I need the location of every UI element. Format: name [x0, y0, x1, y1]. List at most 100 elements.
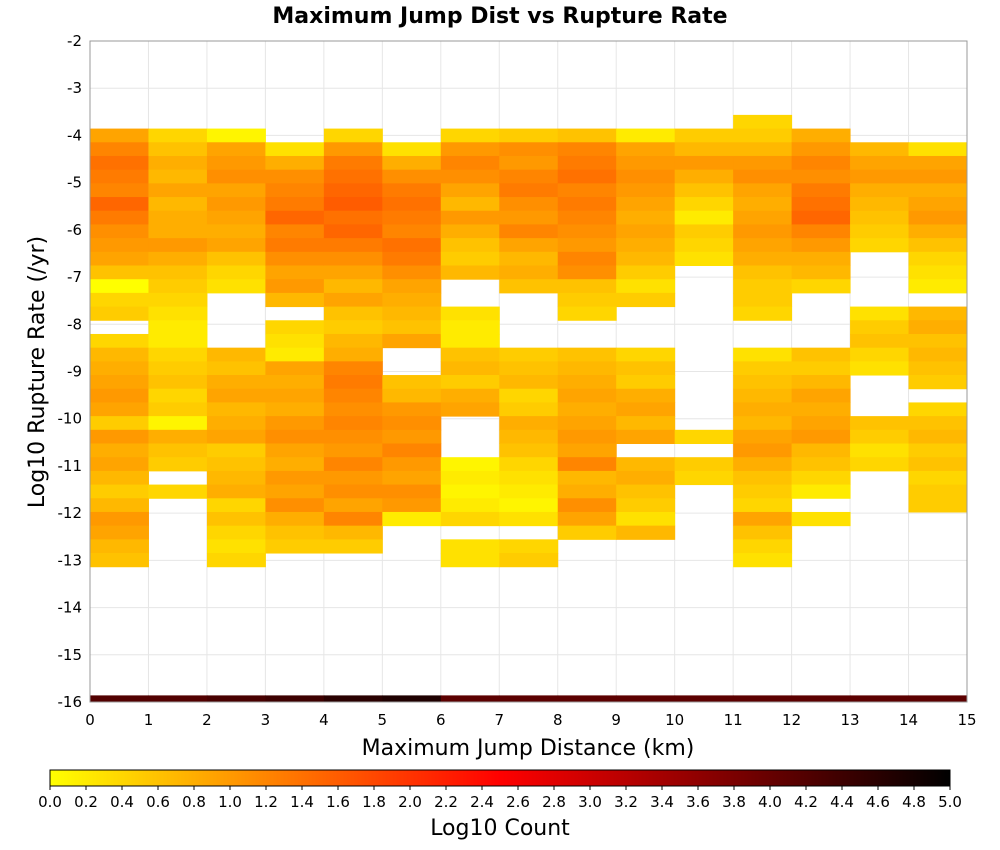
- heatmap-cell: [674, 224, 734, 239]
- heatmap-cell: [148, 279, 208, 294]
- heatmap-cell: [499, 251, 559, 267]
- colorbar-tick-label: 3.4: [650, 793, 674, 811]
- heatmap-cell: [148, 265, 208, 280]
- heatmap-cell: [616, 511, 676, 527]
- heatmap-cell: [791, 183, 851, 198]
- heatmap-cell: [323, 251, 383, 267]
- heatmap-cell: [791, 511, 851, 527]
- heatmap-cell: [557, 128, 617, 143]
- heatmap-cell: [148, 224, 208, 239]
- y-tick-label: -3: [67, 79, 82, 97]
- heatmap-cell: [616, 484, 676, 499]
- heatmap-cell: [206, 695, 266, 702]
- heatmap-cell: [499, 197, 559, 212]
- heatmap-cell: [616, 155, 676, 171]
- heatmap-cell: [733, 402, 793, 417]
- colorbar-tick-label: 3.8: [722, 793, 746, 811]
- heatmap-cell: [733, 484, 793, 499]
- heatmap-cell: [733, 251, 793, 267]
- heatmap-cell: [908, 416, 968, 431]
- heatmap-cell: [206, 279, 266, 294]
- heatmap-cell: [148, 484, 208, 499]
- heatmap-cell: [265, 539, 325, 554]
- colorbar-tick-label: 5.0: [938, 793, 962, 811]
- heatmap-cell: [265, 375, 325, 390]
- heatmap-cell: [791, 470, 851, 486]
- heatmap-cell: [382, 498, 442, 513]
- heatmap-cell: [616, 388, 676, 403]
- y-axis-label: Log10 Rupture Rate (/yr): [25, 236, 50, 508]
- heatmap-cell: [499, 553, 559, 568]
- heatmap-cell: [499, 347, 559, 362]
- heatmap-cell: [265, 238, 325, 253]
- heatmap-cell: [382, 210, 442, 225]
- y-tick-label: -11: [58, 457, 83, 475]
- colorbar-tick-label: 4.2: [794, 793, 818, 811]
- heatmap-cell: [323, 306, 383, 321]
- heatmap-cell: [265, 183, 325, 198]
- heatmap-cell: [733, 183, 793, 198]
- heatmap-cell: [850, 361, 910, 376]
- heatmap-cell: [206, 498, 266, 513]
- heatmap-cell: [382, 375, 442, 390]
- heatmap-cell: [440, 361, 500, 376]
- colorbar-tick-label: 2.4: [470, 793, 494, 811]
- heatmap-cell: [557, 470, 617, 486]
- heatmap-cell: [616, 210, 676, 225]
- heatmap-cell: [791, 361, 851, 376]
- heatmap-cell: [791, 695, 851, 702]
- heatmap-cell: [499, 470, 559, 486]
- heatmap-cell: [323, 511, 383, 527]
- heatmap-cell: [908, 361, 968, 376]
- heatmap-cell: [557, 197, 617, 212]
- heatmap-cell: [733, 361, 793, 376]
- heatmap-cell: [148, 128, 208, 143]
- colorbar-tick-label: 0.0: [38, 793, 62, 811]
- heatmap-cell: [733, 142, 793, 157]
- heatmap-cell: [90, 251, 149, 267]
- heatmap-cell: [733, 525, 793, 540]
- heatmap-cell: [499, 484, 559, 499]
- heatmap-cell: [206, 210, 266, 225]
- heatmap-cell: [499, 169, 559, 184]
- heatmap-cell: [90, 388, 149, 403]
- heatmap-cell: [440, 306, 500, 321]
- y-tick-label: -2: [67, 32, 82, 50]
- heatmap-cell: [90, 539, 149, 554]
- heatmap-cell: [90, 128, 149, 143]
- heatmap-cell: [323, 457, 383, 472]
- heatmap-cell: [733, 470, 793, 486]
- x-tick-label: 7: [494, 711, 504, 729]
- heatmap-cell: [908, 306, 968, 321]
- heatmap-cell: [908, 429, 968, 445]
- heatmap-cell: [674, 695, 734, 702]
- colorbar-tick-label: 3.2: [614, 793, 638, 811]
- heatmap-cell: [206, 539, 266, 554]
- heatmap-cell: [908, 142, 968, 157]
- heatmap-cell: [850, 347, 910, 362]
- heatmap-cell: [206, 128, 266, 143]
- heatmap-cell: [733, 210, 793, 225]
- heatmap-cell: [791, 375, 851, 390]
- heatmap-cell: [557, 498, 617, 513]
- heatmap-cell: [908, 251, 968, 267]
- heatmap-cell: [90, 183, 149, 198]
- heatmap-cell: [674, 251, 734, 267]
- heatmap-cell: [90, 695, 149, 702]
- heatmap-cell: [850, 429, 910, 445]
- heatmap-cell: [323, 320, 383, 335]
- heatmap-cell: [382, 292, 442, 308]
- heatmap-cell: [908, 375, 968, 390]
- heatmap-cell: [850, 416, 910, 431]
- heatmap-cell: [908, 279, 968, 294]
- x-tick-label: 2: [202, 711, 212, 729]
- heatmap-cell: [265, 320, 325, 335]
- heatmap-cell: [323, 238, 383, 253]
- heatmap-cell: [557, 210, 617, 225]
- heatmap-cell: [90, 224, 149, 239]
- heatmap-cell: [850, 333, 910, 349]
- heatmap-cell: [674, 210, 734, 225]
- heatmap-cell: [733, 155, 793, 171]
- heatmap-cell: [265, 292, 325, 308]
- heatmap-cell: [557, 155, 617, 171]
